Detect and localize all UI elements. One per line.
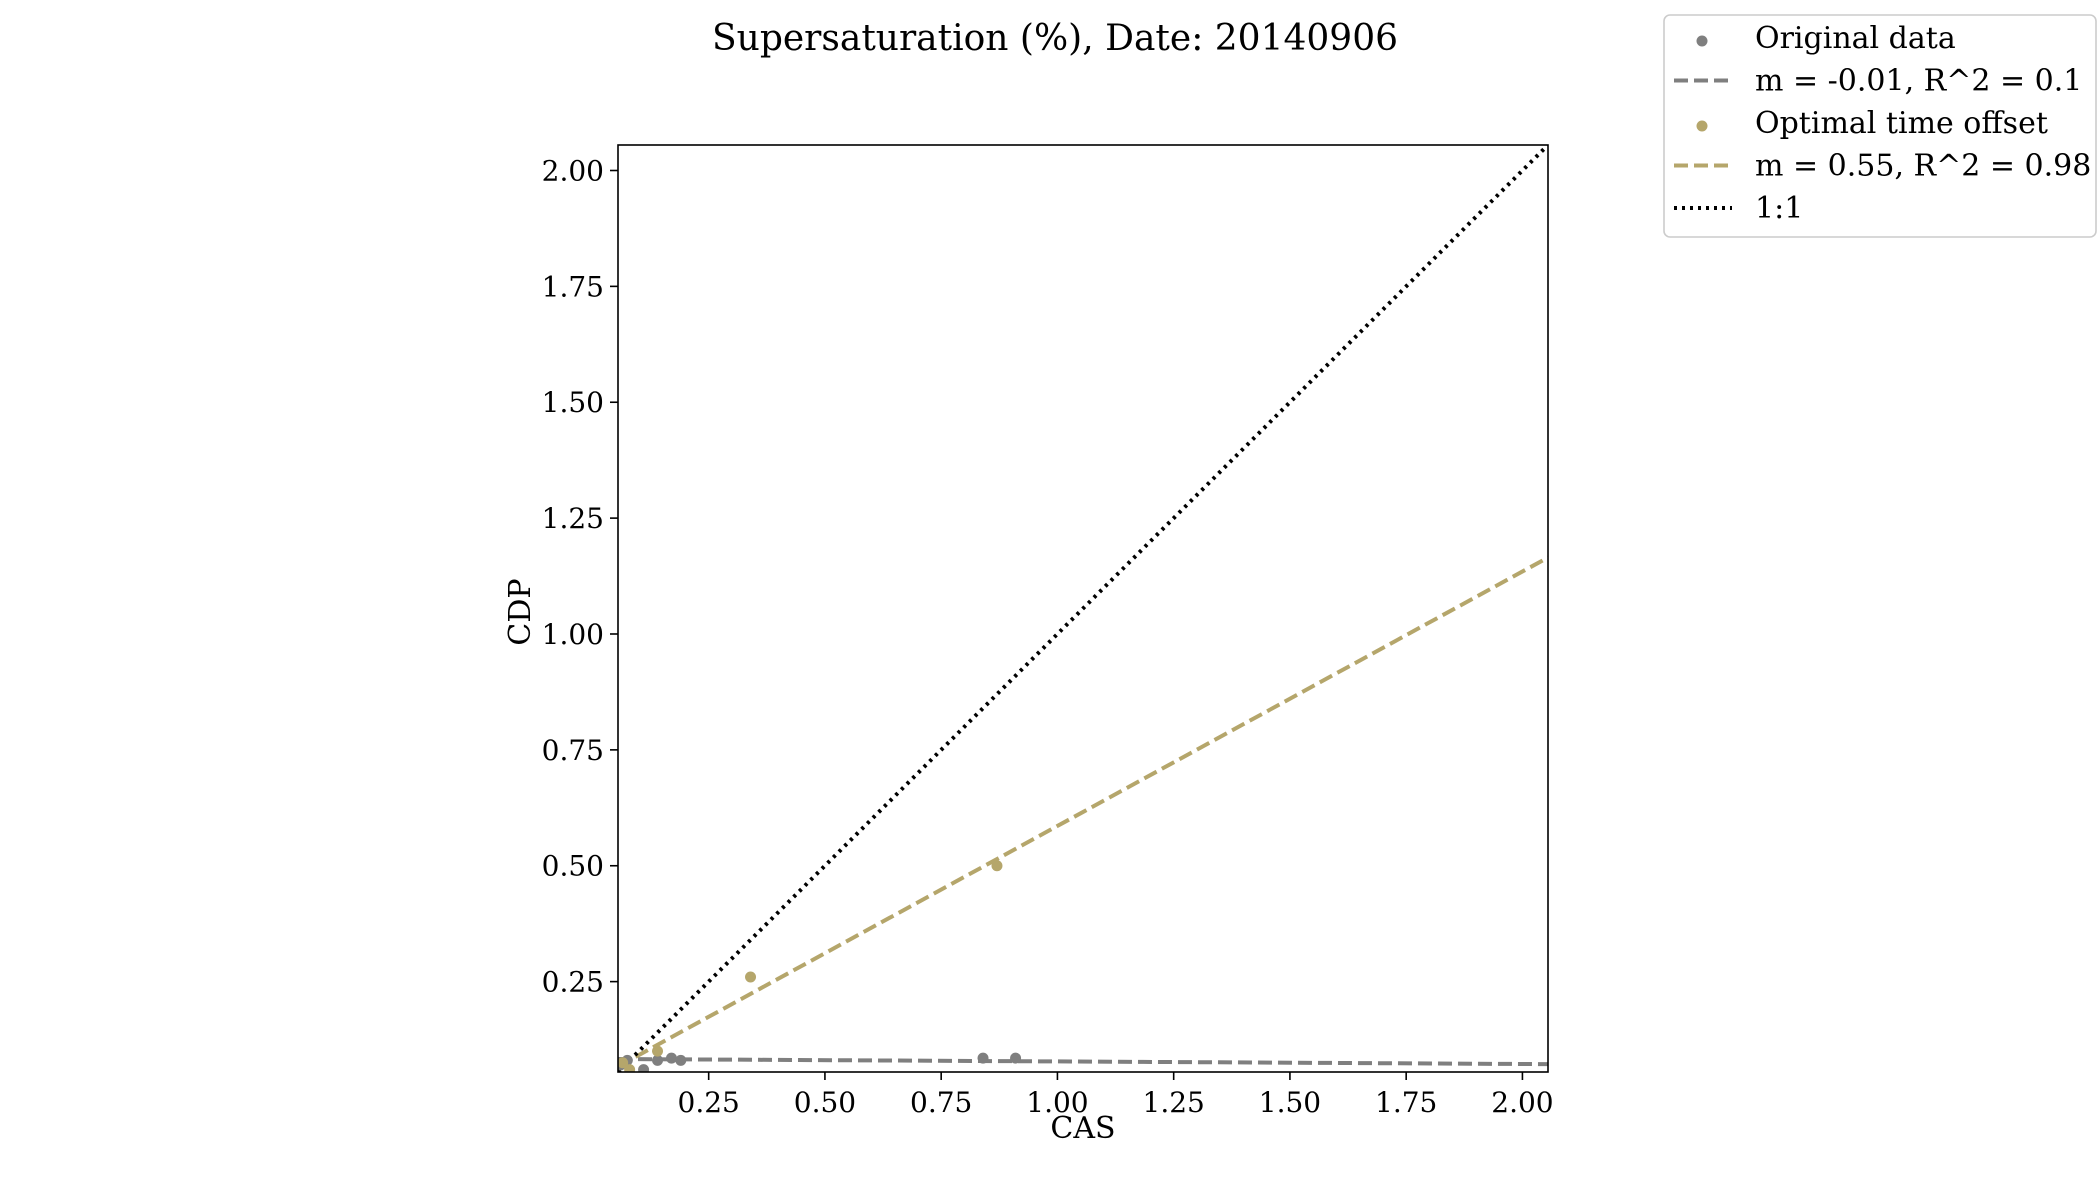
legend-label-3: m = 0.55, R^2 = 0.98	[1755, 149, 2091, 184]
series-0-point-6	[977, 1052, 989, 1064]
x-tick-label-2: 0.75	[910, 1086, 972, 1119]
series-0-point-3	[652, 1054, 664, 1066]
series-line-3	[618, 555, 1548, 1069]
y-tick-label-5: 1.50	[542, 386, 604, 419]
x-tick-label-3: 1.00	[1026, 1086, 1088, 1119]
x-tick-label-0: 0.25	[678, 1086, 740, 1119]
series-0-point-7	[1010, 1052, 1022, 1064]
y-tick-label-7: 2.00	[542, 154, 604, 187]
y-tick-label-3: 1.00	[542, 618, 604, 651]
legend-label-4: 1:1	[1755, 191, 1803, 226]
series-2-point-1	[624, 1064, 636, 1072]
series-2-point-4	[991, 860, 1003, 872]
legend-label-0: Original data	[1755, 21, 1956, 56]
series-line-4	[618, 145, 1548, 1072]
x-axis-label: CAS	[1050, 1111, 1115, 1146]
series-0-point-4	[665, 1052, 677, 1064]
y-tick-label-1: 0.50	[542, 850, 604, 883]
series-2-point-0	[618, 1057, 629, 1069]
y-tick-label-2: 0.75	[542, 734, 604, 767]
plot-area	[618, 145, 1548, 1072]
y-tick-label-0: 0.25	[542, 966, 604, 999]
legend: Original data m = -0.01, R^2 = 0.1 Optimal…	[1663, 14, 2097, 238]
series-2-point-2	[652, 1045, 664, 1057]
series-0-point-5	[675, 1054, 687, 1066]
x-tick-label-1: 0.50	[794, 1086, 856, 1119]
x-tick-label-7: 2.00	[1491, 1086, 1553, 1119]
legend-label-1: m = -0.01, R^2 = 0.1	[1755, 64, 2082, 99]
x-axis: 0.25 0.50 0.75 1.00 1.25 1.50 1.75 2.00	[678, 1072, 1554, 1119]
legend-label-2: Optimal time offset	[1755, 106, 2048, 141]
y-axis-label: CDP	[503, 578, 538, 645]
legend-marker-0	[1696, 35, 1708, 47]
plot-frame	[617, 144, 1549, 1073]
y-axis: 0.25 0.50 0.75 1.00 1.25 1.50 1.75 2.00	[542, 154, 618, 999]
series-2-point-3	[745, 971, 757, 983]
x-tick-label-5: 1.50	[1259, 1086, 1321, 1119]
x-tick-label-6: 1.75	[1375, 1086, 1437, 1119]
legend-box	[1663, 14, 2097, 238]
series-line-1	[618, 1057, 1548, 1067]
chart-title: Supersaturation (%), Date: 20140906	[712, 18, 1398, 59]
legend-marker-2	[1696, 120, 1708, 132]
series-0-point-2	[638, 1064, 650, 1072]
y-tick-label-4: 1.25	[542, 502, 604, 535]
y-tick-label-6: 1.75	[542, 270, 604, 303]
x-tick-label-4: 1.25	[1143, 1086, 1205, 1119]
